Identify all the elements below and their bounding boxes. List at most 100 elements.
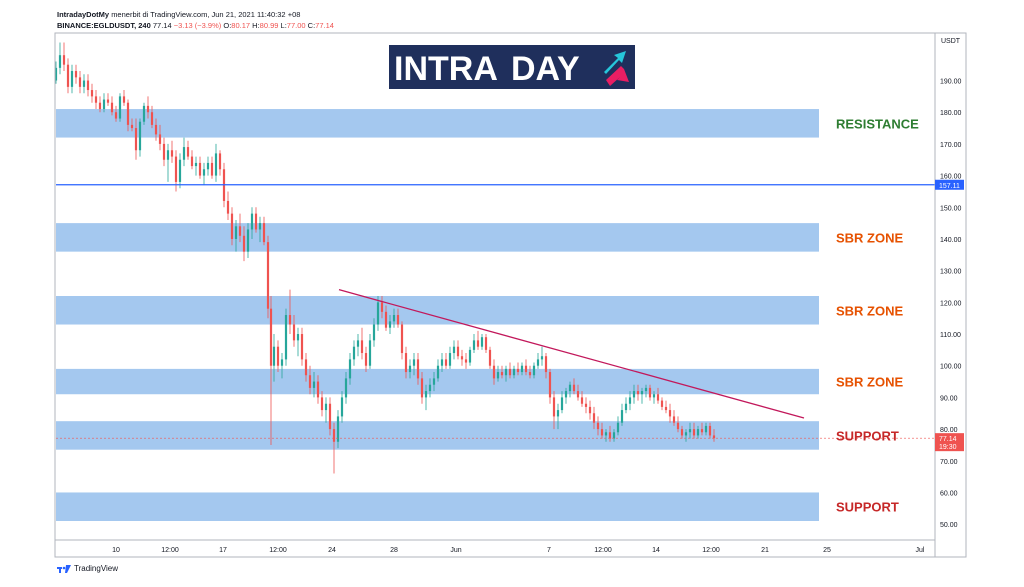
candle-7 [82,74,86,94]
candle-body [436,365,440,379]
candle-127 [560,391,564,414]
tradingview-brand[interactable]: TradingView [57,564,118,573]
price-change: −3.13 (−3.9%) [173,21,222,30]
candle-body [356,340,360,347]
y-tick-label-5: 100.00 [940,364,962,371]
candle-body [592,413,596,423]
author-name[interactable]: IntradayDotMy [57,10,110,19]
candle-84 [388,315,392,335]
candle-body [328,403,332,430]
candle-body [616,422,620,433]
candle-121 [536,353,540,369]
candle-body [556,410,560,417]
candle-body [588,406,592,414]
candle-body [242,235,246,252]
zone-band-2 [56,296,819,325]
candle-92 [420,372,424,404]
candle-body [516,368,520,373]
tradingview-brand-label: TradingView [74,564,119,573]
candle-66 [316,375,320,404]
candle-114 [508,362,512,379]
candle-56 [276,340,280,373]
candle-body [704,425,708,433]
candle-body [632,391,636,398]
candle-body [118,96,122,119]
candle-86 [396,308,400,328]
x-tick-label-3: 12:00 [269,547,287,554]
candle-body [404,353,408,373]
candle-95 [432,372,436,392]
candle-104 [468,346,472,366]
candle-69 [328,397,332,436]
candle-43 [226,191,230,220]
zone-band-1 [56,223,819,252]
candle-body [628,397,632,404]
y-tick-label-7: 120.00 [940,300,962,307]
candle-145 [632,384,636,404]
candle-body [456,346,460,357]
candle-body [62,55,66,65]
candle-131 [576,384,580,401]
candle-128 [564,387,568,404]
candle-body [520,365,524,373]
candle-28 [166,143,170,182]
y-tick-label-0: 50.00 [940,522,958,529]
candle-23 [146,96,150,119]
open-value: 80.17 [231,21,251,30]
candle-body [440,359,444,366]
candle-body [266,242,270,309]
candle-body [484,337,488,350]
candle-body [604,432,608,436]
candle-body [300,334,304,360]
candle-161 [696,425,700,439]
candle-body [396,315,400,325]
candle-155 [672,410,676,426]
candle-57 [280,353,284,379]
candle-body [656,394,660,401]
candle-116 [516,362,520,376]
last-price-badge [935,433,964,452]
candle-120 [532,362,536,379]
candle-body [78,77,82,87]
candle-body [388,321,392,328]
candle-body [226,200,230,214]
candle-39 [210,156,214,179]
candle-body [664,406,668,411]
candle-25 [154,118,158,141]
candle-body [320,397,324,411]
candle-26 [158,124,162,151]
candle-body [296,334,300,341]
candle-body [492,365,496,379]
candle-5 [74,64,78,84]
ref-price-label: 157.11 [939,183,960,190]
candle-135 [592,406,596,430]
candle-body [166,150,170,160]
candle-body [238,226,242,236]
candle-body [696,429,700,436]
candle-body [110,102,114,113]
candle-body [336,416,340,442]
candle-body [262,223,266,243]
candle-165 [712,429,716,442]
candle-3 [66,58,70,94]
candle-38 [206,156,210,176]
candle-body [106,99,110,103]
candle-body [384,311,388,328]
logo-arrow-down-icon [606,66,629,86]
zone-band-0 [56,109,819,138]
y-tick-label-4: 90.00 [940,395,958,402]
logo-text-intra: INTRA [394,50,498,88]
symbol-label[interactable]: BINANCE:EGLDUSDT, 240 [57,21,151,30]
candle-body [66,64,70,87]
candle-139 [608,425,612,442]
candle-21 [138,118,142,157]
x-tick-label-9: 14 [652,547,660,554]
candle-156 [676,416,680,433]
y-tick-label-13: 180.00 [940,110,962,117]
x-tick-label-7: 7 [547,547,551,554]
candle-body [292,324,296,341]
candle-body [182,147,186,160]
candle-body [552,397,556,417]
candle-body [576,391,580,398]
